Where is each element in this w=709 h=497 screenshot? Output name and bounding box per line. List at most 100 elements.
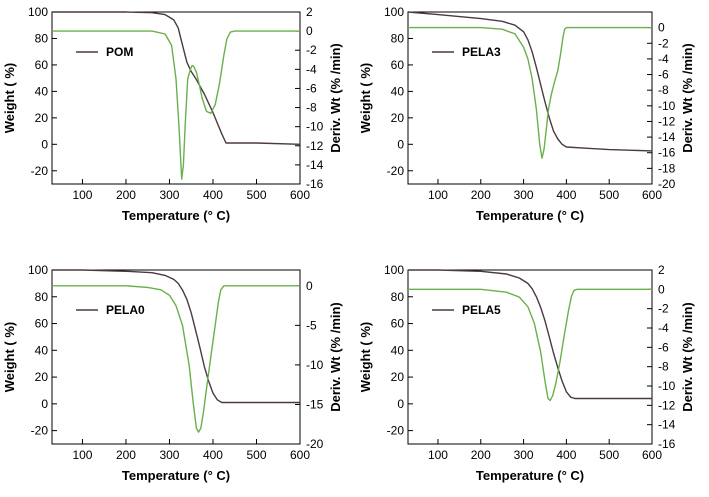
x-tick-label: 300 (159, 448, 179, 462)
y2-tick-label: -4 (306, 62, 317, 76)
derivative-weight-line (408, 288, 652, 402)
weight-line (407, 11, 653, 152)
y-tick-label: 20 (35, 111, 49, 125)
plot-frame (407, 11, 653, 185)
y2-tick-label: -6 (658, 68, 669, 82)
y2-tick-label: -10 (306, 120, 324, 134)
x-tick-label: 100 (72, 188, 92, 202)
plot-frame (51, 11, 301, 185)
derivative-weight-line (52, 30, 300, 180)
y-axis-title: Weight ( %) (358, 63, 373, 134)
y-tick-label: 20 (391, 111, 405, 125)
y2-tick-label: 0 (658, 282, 665, 296)
y-tick-label: 20 (35, 370, 49, 384)
y2-tick-label: -14 (658, 418, 676, 432)
y2-axis-title: Deriv. Wt (% /min) (328, 302, 343, 412)
x-axis-title: Temperature (° C) (122, 208, 230, 223)
y2-tick-label: -8 (658, 83, 669, 97)
y-tick-label: 0 (397, 397, 404, 411)
y-axis-title: Weight ( %) (358, 322, 373, 393)
y2-tick-label: -20 (306, 437, 324, 451)
y2-tick-label: -10 (306, 358, 324, 372)
chart-panel-pela0: 100 200 300 400 500 600100806040200-200-5-10-… (2, 263, 343, 483)
y2-tick-label: 0 (306, 279, 313, 293)
plot-frame (51, 269, 301, 445)
y2-axis-title: Deriv. Wt (% /min) (680, 43, 695, 153)
y-tick-label: -20 (387, 424, 405, 438)
y2-tick-label: -14 (658, 130, 676, 144)
legend-label: PELA5 (462, 303, 501, 317)
x-tick-label: 300 (514, 188, 534, 202)
y2-tick-label: -15 (306, 397, 324, 411)
plot-frame (407, 269, 653, 445)
x-tick-label: 400 (556, 448, 576, 462)
y2-tick-label: -2 (306, 43, 317, 57)
y-tick-label: 60 (391, 317, 405, 331)
y2-tick-label: -2 (658, 302, 669, 316)
y2-tick-label: -12 (306, 139, 324, 153)
y-tick-label: -20 (31, 424, 49, 438)
x-tick-label: 600 (290, 188, 310, 202)
chart-panel-pom: 100 200 300 400 500 600100806040200-2020-2-4-… (2, 5, 343, 223)
y-tick-label: 100 (28, 5, 48, 19)
x-tick-label: 600 (642, 448, 662, 462)
y2-tick-label: 2 (306, 5, 313, 19)
y-tick-label: 100 (28, 263, 48, 277)
y-tick-label: 40 (391, 84, 405, 98)
legend-label: POM (106, 45, 133, 59)
y-tick-label: 60 (391, 58, 405, 72)
y-tick-label: 80 (35, 31, 49, 45)
chart-panel-pela3: 100 200 300 400 500 600100806040200-200-2-4-6… (358, 5, 695, 223)
y2-tick-label: -5 (306, 318, 317, 332)
y2-tick-label: -14 (306, 158, 324, 172)
y2-tick-label: -8 (306, 101, 317, 115)
y2-tick-label: -4 (658, 52, 669, 66)
y2-tick-label: -10 (658, 99, 676, 113)
y-tick-label: 60 (35, 317, 49, 331)
x-tick-label: 200 (471, 448, 491, 462)
y2-tick-label: -12 (658, 114, 676, 128)
x-tick-label: 100 (428, 448, 448, 462)
chart-panel-pela5: 100 200 300 400 500 600100806040200-2020-2-4-… (358, 263, 695, 483)
x-tick-label: 500 (599, 188, 619, 202)
y-tick-label: 100 (384, 5, 404, 19)
x-tick-label: 400 (203, 188, 223, 202)
y2-tick-label: 0 (658, 21, 665, 35)
y-tick-label: 80 (391, 31, 405, 45)
legend-label: PELA0 (106, 303, 145, 317)
y-axis-title: Weight ( %) (2, 322, 17, 393)
x-tick-label: 500 (246, 188, 266, 202)
x-tick-label: 200 (116, 188, 136, 202)
y-tick-label: 0 (41, 397, 48, 411)
y-tick-label: -20 (31, 164, 49, 178)
y2-axis-title: Deriv. Wt (% /min) (680, 302, 695, 412)
y-tick-label: 60 (35, 58, 49, 72)
x-tick-label: 500 (599, 448, 619, 462)
y2-tick-label: -10 (658, 379, 676, 393)
y2-tick-label: -6 (658, 340, 669, 354)
x-tick-label: 400 (203, 448, 223, 462)
y2-tick-label: -12 (658, 398, 676, 412)
x-tick-label: 400 (556, 188, 576, 202)
y2-tick-label: 0 (306, 24, 313, 38)
y2-tick-label: -2 (658, 36, 669, 50)
x-tick-label: 600 (290, 448, 310, 462)
y-tick-label: 80 (35, 290, 49, 304)
x-axis-title: Temperature (° C) (476, 208, 584, 223)
x-tick-label: 100 (72, 448, 92, 462)
y2-tick-label: -20 (658, 177, 676, 191)
derivative-weight-line (408, 26, 652, 159)
x-axis-title: Temperature (° C) (122, 468, 230, 483)
x-tick-label: 100 (428, 188, 448, 202)
y2-axis-title: Deriv. Wt (% /min) (328, 43, 343, 153)
y-tick-label: 0 (397, 137, 404, 151)
y-tick-label: 100 (384, 263, 404, 277)
weight-line (52, 11, 301, 145)
y2-tick-label: -6 (306, 81, 317, 95)
y2-tick-label: 2 (658, 263, 665, 277)
y-tick-label: -20 (387, 164, 405, 178)
y2-tick-label: -4 (658, 321, 669, 335)
y2-tick-label: -16 (658, 146, 676, 160)
